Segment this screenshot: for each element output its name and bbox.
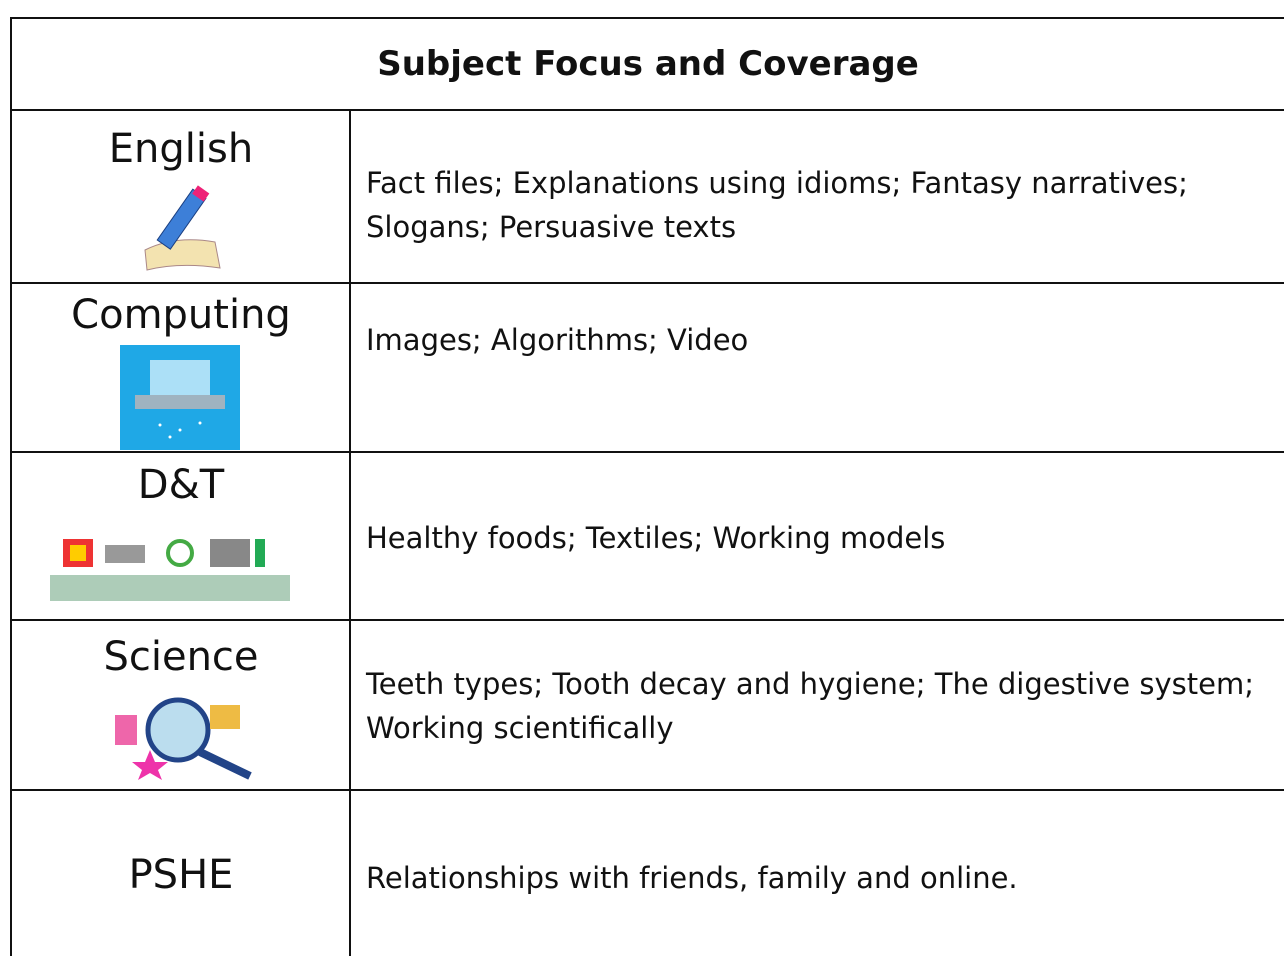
column-line xyxy=(349,109,351,956)
english-icon xyxy=(144,185,221,271)
table-title: Subject Focus and Coverage xyxy=(377,44,919,84)
coverage: Teeth types; Tooth decay and hygiene; Th… xyxy=(366,667,1254,745)
dt-icon xyxy=(50,539,290,601)
subject: D&T xyxy=(137,462,225,508)
science-icon xyxy=(115,697,252,780)
coverage: Relationships with friends, family and o… xyxy=(366,861,1018,895)
border-left xyxy=(10,17,12,956)
row-line xyxy=(10,451,1284,453)
subject: Computing xyxy=(71,292,291,338)
subject: PSHE xyxy=(128,852,234,898)
subject: Science xyxy=(103,634,259,680)
row-line xyxy=(10,789,1284,791)
coverage: Healthy foods; Textiles; Working models xyxy=(366,521,946,555)
border-top xyxy=(10,17,1284,19)
computing-icon xyxy=(120,345,240,450)
subject: English xyxy=(108,126,254,172)
row-line xyxy=(10,109,1284,111)
row-line xyxy=(10,282,1284,284)
coverage: Fact files; Explanations using idioms; F… xyxy=(366,166,1188,244)
coverage: Images; Algorithms; Video xyxy=(366,323,749,357)
row-line xyxy=(10,619,1284,621)
